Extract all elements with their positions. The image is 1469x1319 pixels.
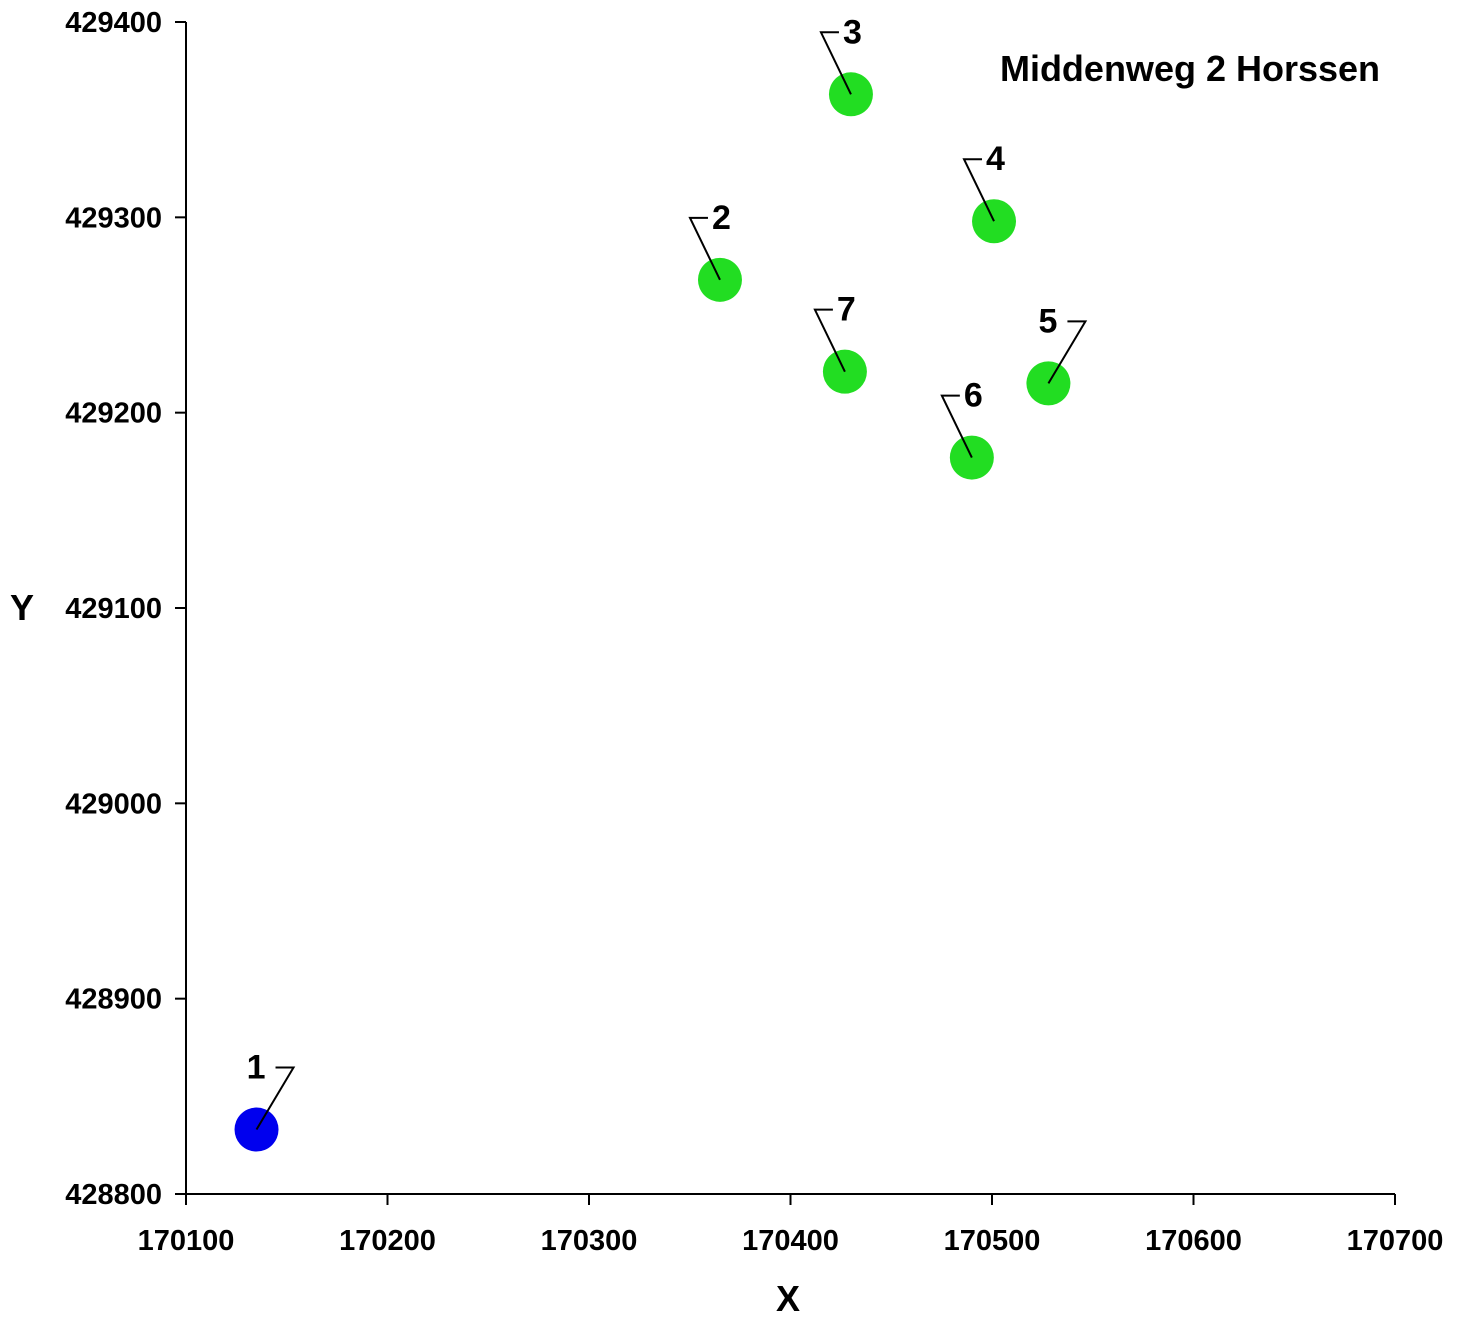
data-point-group: 6 xyxy=(940,377,994,480)
point-leader-line xyxy=(255,1066,296,1131)
data-point-group: 2 xyxy=(688,199,742,302)
y-tick-label: 428800 xyxy=(65,1179,162,1211)
y-tick-label: 429300 xyxy=(65,202,162,234)
y-tick-label: 429400 xyxy=(65,7,162,39)
point-label: 1 xyxy=(247,1049,266,1087)
data-points: 1 2 3 4 5 6 7 xyxy=(234,13,1088,1152)
x-tick-label: 170600 xyxy=(1145,1225,1242,1257)
x-tick-label: 170500 xyxy=(944,1225,1041,1257)
data-point-group: 4 xyxy=(962,140,1017,244)
axes: 170100 170200 170300 170400 170500 170600 1707… xyxy=(65,7,1443,1257)
point-label: 2 xyxy=(712,199,731,237)
point-label: 5 xyxy=(1038,302,1057,340)
x-tick-label: 170300 xyxy=(541,1225,638,1257)
point-leader-line xyxy=(813,308,846,373)
data-point-group: 7 xyxy=(813,291,867,394)
x-tick-label: 170400 xyxy=(742,1225,839,1257)
data-point-group: 5 xyxy=(1026,302,1088,406)
y-axis-title: Y xyxy=(10,587,34,628)
point-leader-line xyxy=(688,216,721,281)
point-leader-line xyxy=(940,394,973,459)
point-leader-line xyxy=(962,158,995,222)
data-point-group: 3 xyxy=(819,13,873,117)
point-label: 4 xyxy=(986,140,1005,178)
point-label: 6 xyxy=(964,377,983,415)
x-tick-label: 170200 xyxy=(339,1225,436,1257)
chart-title: Middenweg 2 Horssen xyxy=(1000,48,1380,89)
point-leader-line xyxy=(819,31,852,95)
x-tick-label: 170700 xyxy=(1347,1225,1444,1257)
x-tick-label: 170100 xyxy=(138,1225,235,1257)
point-leader-line xyxy=(1047,320,1088,384)
y-tick-label: 429200 xyxy=(65,398,162,430)
data-point-group: 1 xyxy=(234,1049,296,1152)
y-tick-label: 429000 xyxy=(65,788,162,820)
x-axis-title: X xyxy=(776,1278,800,1319)
y-tick-label: 429100 xyxy=(65,593,162,625)
y-tick-label: 428900 xyxy=(65,984,162,1016)
point-label: 3 xyxy=(843,13,862,51)
point-label: 7 xyxy=(837,291,856,329)
